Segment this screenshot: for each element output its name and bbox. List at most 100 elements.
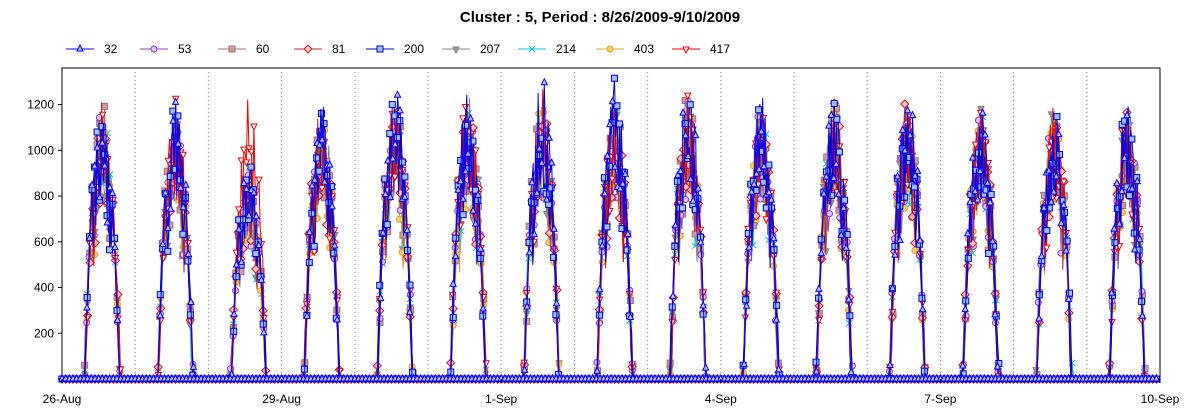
- data-point: [232, 259, 241, 268]
- data-point: [240, 146, 248, 155]
- legend-label: 200: [404, 42, 424, 56]
- data-point: [189, 362, 198, 370]
- y-tick-label: 1200: [27, 98, 54, 112]
- legend-item-214: 214: [518, 42, 576, 56]
- data-point: [103, 217, 112, 226]
- legend-item-32: 32: [66, 42, 118, 56]
- data-point: [159, 239, 167, 248]
- data-point: [846, 312, 854, 320]
- data-point: [166, 172, 174, 180]
- legend-item-53: 53: [140, 42, 192, 56]
- data-point: [552, 311, 560, 319]
- data-point: [1060, 178, 1068, 187]
- data-point: [108, 188, 117, 196]
- legend-item-200: 200: [366, 42, 424, 56]
- data-point: [618, 225, 626, 233]
- legend-item-417: 417: [672, 42, 730, 56]
- data-point: [462, 121, 470, 129]
- data-point: [396, 117, 404, 125]
- legend-item-403: 403: [596, 42, 654, 56]
- data-point: [744, 229, 752, 237]
- data-point: [330, 227, 339, 235]
- data-point: [901, 193, 909, 201]
- data-point: [1042, 244, 1051, 253]
- data-point: [964, 254, 972, 262]
- legend-item-81: 81: [294, 42, 346, 56]
- data-point: [549, 253, 557, 261]
- data-point: [247, 148, 256, 157]
- data-point: [161, 187, 170, 196]
- data-point: [686, 101, 694, 109]
- data-point: [1034, 298, 1042, 306]
- x-tick-label: 10-Sep: [1141, 392, 1180, 406]
- data-point: [1125, 191, 1133, 199]
- data-point: [176, 183, 185, 191]
- x-tick-label: 4-Sep: [705, 392, 737, 406]
- data-point: [406, 281, 414, 289]
- legend-label: 81: [332, 42, 346, 56]
- data-point: [891, 229, 899, 238]
- data-point: [226, 365, 234, 373]
- data-point: [679, 204, 687, 212]
- data-point: [525, 238, 533, 246]
- data-point: [179, 202, 188, 211]
- data-point: [184, 257, 192, 265]
- data-point: [398, 158, 406, 166]
- data-point: [303, 44, 313, 54]
- data-point: [251, 264, 261, 274]
- data-point: [610, 74, 618, 82]
- data-point: [246, 235, 256, 246]
- data-point: [1128, 135, 1136, 143]
- data-point: [187, 297, 195, 305]
- data-point: [1053, 113, 1061, 121]
- data-point: [401, 173, 409, 181]
- data-point: [330, 249, 338, 257]
- data-point: [826, 210, 834, 218]
- x-tick-label: 29-Aug: [262, 392, 301, 406]
- legend-label: 417: [710, 42, 730, 56]
- data-point: [83, 302, 91, 311]
- data-point: [113, 315, 122, 323]
- data-point: [250, 123, 258, 132]
- data-point: [459, 211, 467, 219]
- data-point: [1045, 204, 1053, 212]
- data-point: [682, 46, 690, 55]
- data-point: [623, 246, 631, 254]
- data-point: [608, 175, 617, 184]
- data-point: [765, 161, 773, 169]
- data-point: [252, 250, 260, 258]
- legend-label: 214: [556, 42, 576, 56]
- legend-label: 207: [480, 42, 500, 56]
- data-point: [399, 231, 407, 239]
- data-point: [900, 99, 910, 109]
- data-point: [182, 180, 190, 188]
- data-point: [166, 204, 175, 212]
- data-point: [169, 116, 177, 124]
- x-tick-label: 7-Sep: [924, 392, 956, 406]
- data-point: [98, 111, 107, 120]
- legend-label: 53: [178, 42, 192, 56]
- data-point: [90, 161, 99, 169]
- y-tick-label: 600: [34, 235, 54, 249]
- data-point: [98, 123, 106, 131]
- data-point: [228, 45, 236, 53]
- data-point: [386, 130, 394, 138]
- x-tick-label: 1-Sep: [485, 392, 517, 406]
- data-point: [408, 368, 416, 376]
- legend-label: 403: [634, 42, 654, 56]
- data-point: [696, 226, 705, 235]
- data-point: [985, 249, 993, 257]
- data-point: [476, 254, 484, 262]
- data-point: [682, 196, 690, 204]
- data-point: [1066, 289, 1074, 297]
- data-point: [164, 157, 173, 166]
- data-point: [449, 314, 457, 322]
- y-tick-label: 200: [34, 326, 54, 340]
- data-point: [537, 134, 545, 142]
- data-point: [1063, 237, 1071, 245]
- data-point: [85, 233, 94, 241]
- data-point: [600, 174, 608, 182]
- data-point: [683, 92, 692, 101]
- data-point: [393, 134, 401, 142]
- data-point: [391, 173, 399, 182]
